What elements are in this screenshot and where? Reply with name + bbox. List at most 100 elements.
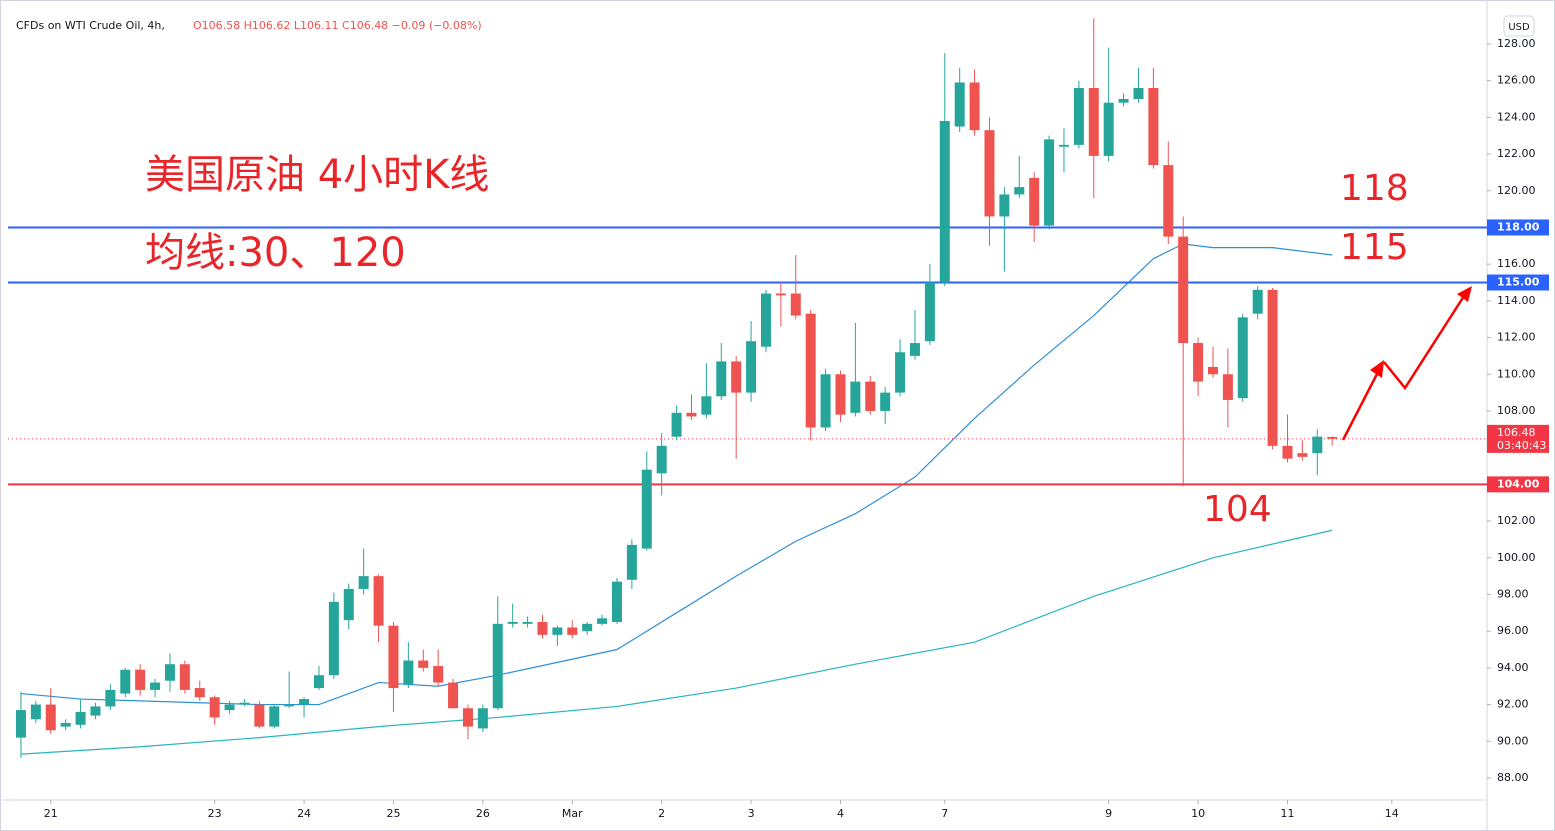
candle-body <box>1044 139 1055 226</box>
candle-body <box>850 381 861 413</box>
candle-body <box>939 121 950 283</box>
price-line-tag <box>1487 219 1549 236</box>
candle-body <box>1103 102 1114 156</box>
candle-body <box>1222 374 1233 400</box>
y-tick-label: 112.00 <box>1497 331 1536 344</box>
candle-body <box>433 666 444 683</box>
candle-body <box>701 396 712 415</box>
candle-body <box>388 625 399 689</box>
candle-body <box>865 381 876 411</box>
candle-body <box>1193 343 1204 382</box>
x-tick-label: 14 <box>1385 807 1399 820</box>
candle-body <box>1312 436 1323 454</box>
y-tick-label: 96.00 <box>1497 624 1529 637</box>
candle-body <box>805 313 816 428</box>
x-tick-label: 2 <box>658 807 665 820</box>
candle-body <box>716 361 727 397</box>
last-price-label: 106.48 <box>1497 426 1536 439</box>
x-tick-label: 3 <box>748 807 755 820</box>
y-tick-label: 114.00 <box>1497 294 1536 307</box>
annotation: 美国原油 4小时K线 <box>145 152 489 198</box>
x-tick-label: 23 <box>208 807 222 820</box>
candle-body <box>909 343 920 356</box>
y-tick-label: 122.00 <box>1497 147 1536 160</box>
candle-body <box>731 361 742 393</box>
candle-body <box>254 704 265 727</box>
candle-body <box>835 374 846 415</box>
currency-label: USD <box>1508 22 1530 33</box>
candle-body <box>1178 236 1189 344</box>
arrow-head <box>1370 360 1384 378</box>
candle-body <box>1163 165 1174 237</box>
candle-body <box>507 621 518 624</box>
candle-body <box>209 697 220 718</box>
y-tick-label: 88.00 <box>1497 771 1529 784</box>
arrow-stroke <box>1341 371 1380 441</box>
candle-body <box>567 627 578 635</box>
candle-body <box>999 194 1010 217</box>
candle-body <box>686 412 697 417</box>
annotation: 104 <box>1203 489 1272 530</box>
drawn-arrows <box>1341 286 1472 441</box>
candle-body <box>179 664 190 690</box>
candle-body <box>552 627 563 635</box>
candle-body <box>1014 187 1025 195</box>
price-line-label: 104.00 <box>1497 477 1540 490</box>
x-tick-label: 25 <box>386 807 400 820</box>
x-tick-label: 4 <box>837 807 844 820</box>
candle-body <box>582 623 593 632</box>
x-tick-label: 7 <box>941 807 948 820</box>
candle-body <box>1058 144 1069 147</box>
arrow-head <box>1457 286 1472 302</box>
x-tick-label: 11 <box>1280 807 1294 820</box>
candle-body <box>477 708 488 729</box>
price-line-tag <box>1487 274 1549 291</box>
candle-body <box>1327 437 1338 439</box>
x-tick-label: 21 <box>44 807 58 820</box>
candle-body <box>45 704 56 731</box>
candle-body <box>969 82 980 131</box>
annotation: 118 <box>1340 168 1409 209</box>
candle-body <box>656 445 667 474</box>
moving-average <box>20 529 1333 755</box>
candle-body <box>1088 87 1099 156</box>
candle-body <box>120 669 131 694</box>
candle-body <box>164 664 175 681</box>
y-tick-label: 100.00 <box>1497 551 1536 564</box>
y-tick-label: 110.00 <box>1497 367 1536 380</box>
candle-body <box>135 669 146 690</box>
annotation: 均线:30、120 <box>145 230 406 276</box>
arrow-stroke <box>1383 295 1466 391</box>
candle-body <box>448 682 459 709</box>
candle-body <box>597 618 608 624</box>
candle-body <box>880 392 891 411</box>
y-tick-label: 90.00 <box>1497 734 1529 747</box>
candle-body <box>1252 289 1263 314</box>
currency-button[interactable] <box>1503 15 1535 37</box>
candle-body <box>328 601 339 676</box>
x-tick-label: 9 <box>1105 807 1112 820</box>
candle-body <box>105 689 116 707</box>
candle-body <box>299 699 310 705</box>
candle-body <box>269 706 280 727</box>
candle-body <box>1029 177 1040 226</box>
y-tick-label: 92.00 <box>1497 698 1529 711</box>
ohlc-label: O106.58 H106.62 L106.11 C106.48 −0.09 (−… <box>193 19 482 32</box>
y-tick-label: 126.00 <box>1497 74 1536 87</box>
x-tick-label: Mar <box>562 807 583 820</box>
y-tick-label: 102.00 <box>1497 514 1536 527</box>
candle-body <box>492 623 503 709</box>
candle-body <box>224 704 235 711</box>
price-line-label: 115.00 <box>1497 276 1540 289</box>
candle-body <box>1148 87 1159 166</box>
candle-body <box>954 82 965 127</box>
candle-body <box>462 708 473 727</box>
candle-body <box>895 352 906 393</box>
price-line-label: 118.00 <box>1497 220 1540 233</box>
candle-body <box>1118 99 1129 103</box>
candle-body <box>984 130 995 217</box>
candle-body <box>924 282 935 342</box>
candle-body <box>75 711 86 725</box>
